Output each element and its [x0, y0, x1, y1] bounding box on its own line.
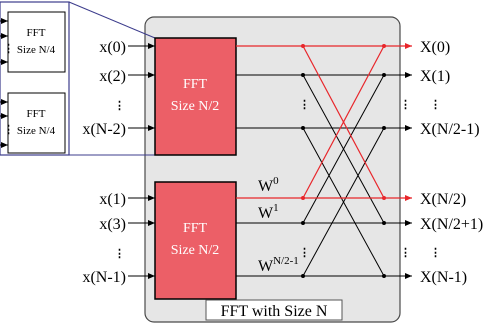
output-label-Xn2: X(N/2) [420, 191, 466, 208]
fft-n2-bottom-line1: FFT [183, 221, 208, 236]
output-dots-bottom: ⋮ [430, 247, 441, 259]
junction-dots [301, 44, 386, 278]
zoom-line-top [68, 1, 156, 39]
input-label-x0: x(0) [99, 39, 126, 56]
red-cross-up [302, 45, 385, 199]
input-label-xn-1: x(N-1) [82, 269, 126, 286]
sub-bottom-dots: ⋮ [3, 124, 14, 136]
fft-n2-top-line2: Size N/2 [171, 99, 220, 114]
container-label-box [205, 299, 343, 321]
output-label-X0: X(0) [420, 39, 450, 56]
fft-n2-top-line1: FFT [183, 77, 208, 92]
fft-n2-block-top [154, 37, 237, 156]
fft-n4-top-line1: FFT [27, 27, 46, 39]
right-dots-bottom: ⋮ [400, 247, 411, 259]
input-dots-bottom: ⋮ [114, 248, 125, 260]
inner-dots-top: ⋮ [299, 99, 310, 111]
output-label-Xn2+1: X(N/2+1) [420, 216, 483, 233]
right-dots-top: ⋮ [400, 99, 411, 111]
cross-d [302, 127, 385, 277]
output-label-Xn2-1: X(N/2-1) [420, 121, 480, 138]
fft-n4-bottom-line2: Size N/4 [17, 125, 56, 137]
fft-n4-top-line2: Size N/4 [17, 44, 56, 56]
input-label-x3: x(3) [99, 216, 126, 233]
input-label-x1: x(1) [99, 191, 126, 208]
container-label: FFT with Size N [221, 303, 328, 320]
input-label-xn-2: x(N-2) [82, 121, 126, 138]
fft-n2-block-bottom [154, 181, 237, 300]
fft-n4-block-bottom [7, 92, 66, 154]
input-label-x2: x(2) [99, 68, 126, 85]
fft-n4-bottom-line1: FFT [27, 108, 46, 120]
output-label-X1: X(1) [420, 68, 450, 85]
fft-n2-bottom-line2: Size N/2 [171, 243, 220, 258]
output-label-Xn-1: X(N-1) [420, 269, 467, 286]
sub-top-dots: ⋮ [3, 43, 14, 55]
inner-dots-bottom: ⋮ [299, 247, 310, 259]
fft-n4-block-top [7, 11, 66, 73]
input-dots-top: ⋮ [114, 100, 125, 112]
output-dots-top: ⋮ [430, 99, 441, 111]
